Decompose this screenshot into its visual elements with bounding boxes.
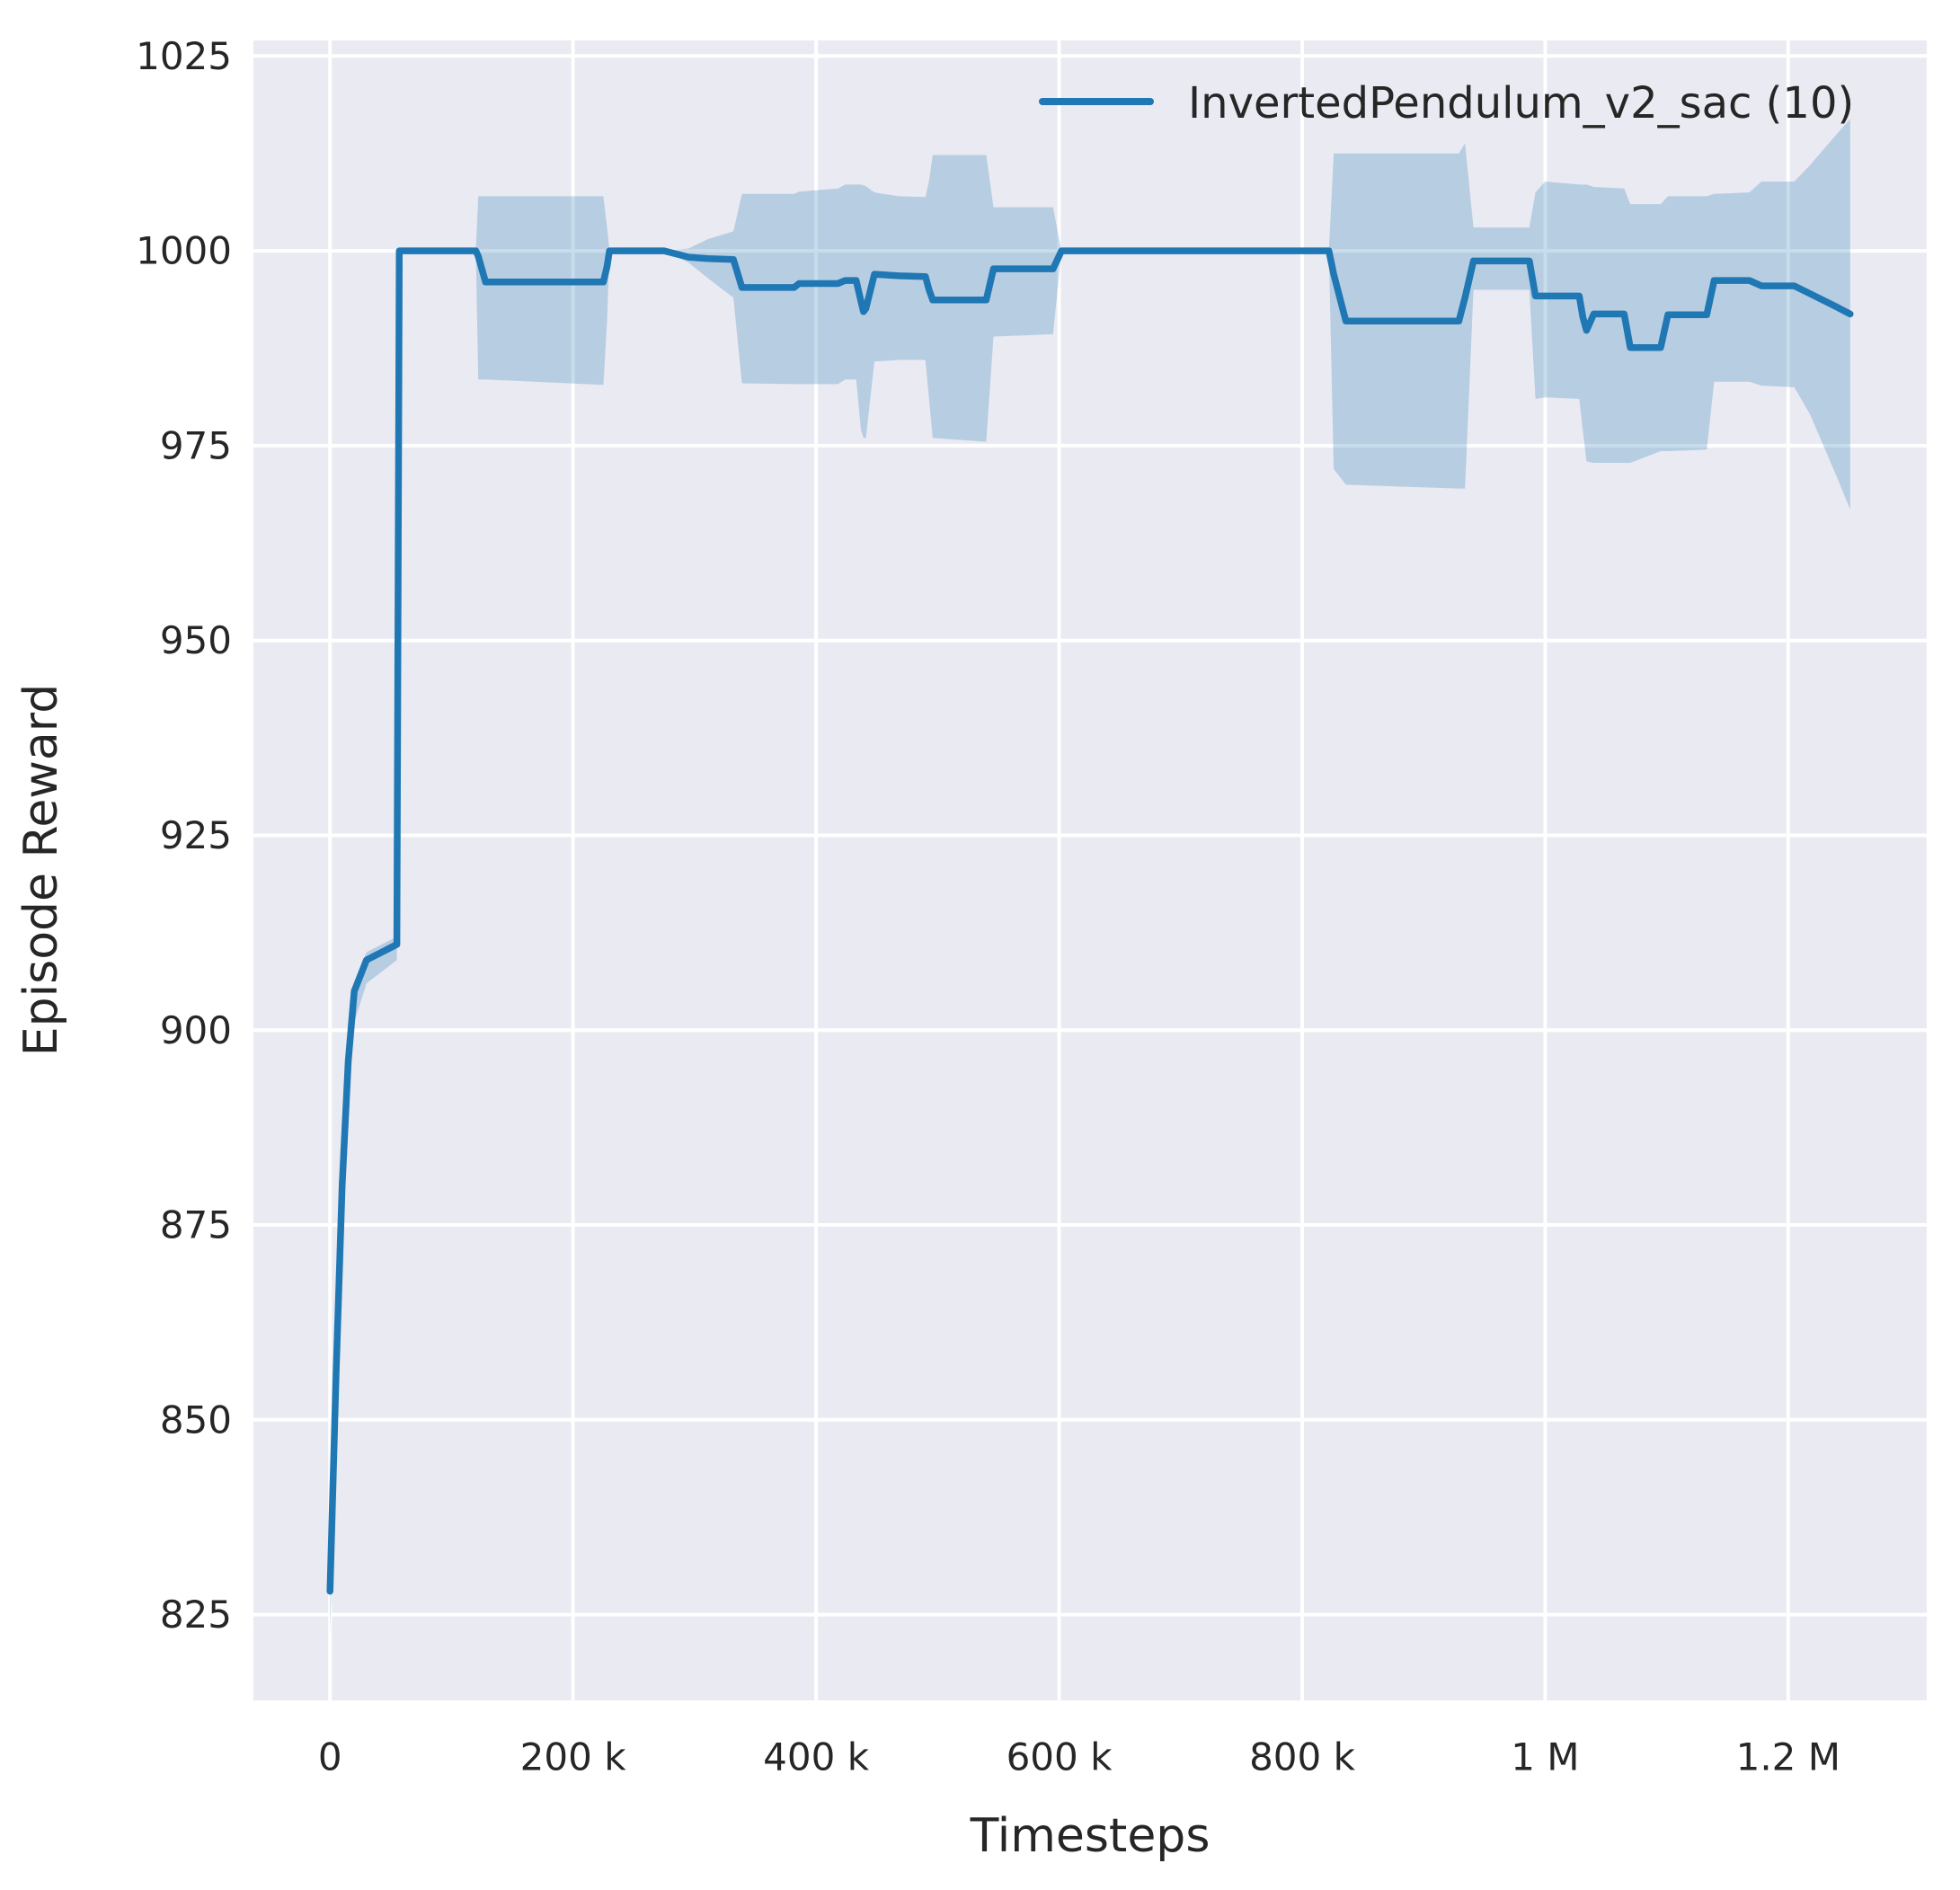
y-tick-label: 950 [160, 618, 232, 662]
y-tick-label: 900 [160, 1008, 232, 1052]
x-axis-label: Timesteps [970, 1809, 1211, 1863]
x-tick-label: 800 k [1249, 1735, 1356, 1779]
y-tick-label: 875 [160, 1203, 232, 1247]
mean-line [326, 247, 1854, 1595]
y-tick-label: 850 [160, 1398, 232, 1442]
y-axis-label: Episode Reward [14, 684, 68, 1056]
y-tick-labels: 825 850 875 900 925 950 975 1000 1025 [136, 34, 232, 1637]
x-tick-label: 0 [318, 1735, 342, 1779]
x-tick-label: 600 k [1007, 1735, 1113, 1779]
y-tick-label: 1025 [136, 34, 232, 78]
mean-line-path [326, 247, 1854, 1595]
legend: InvertedPendulum_v2_sac (10) [1039, 78, 1854, 129]
x-tick-label: 200 k [520, 1735, 627, 1779]
plot-area [253, 40, 1927, 1700]
y-tick-label: 975 [160, 423, 232, 467]
legend-entry-label: InvertedPendulum_v2_sac (10) [1188, 78, 1854, 129]
x-tick-label: 1.2 M [1736, 1735, 1840, 1779]
x-tick-labels: 0 200 k 400 k 600 k 800 k 1 M 1.2 M [318, 1735, 1840, 1779]
y-tick-label: 925 [160, 813, 232, 857]
x-tick-label: 1 M [1511, 1735, 1579, 1779]
x-tick-label: 400 k [763, 1735, 870, 1779]
y-tick-label: 825 [160, 1593, 232, 1637]
y-tick-label: 1000 [136, 229, 232, 273]
